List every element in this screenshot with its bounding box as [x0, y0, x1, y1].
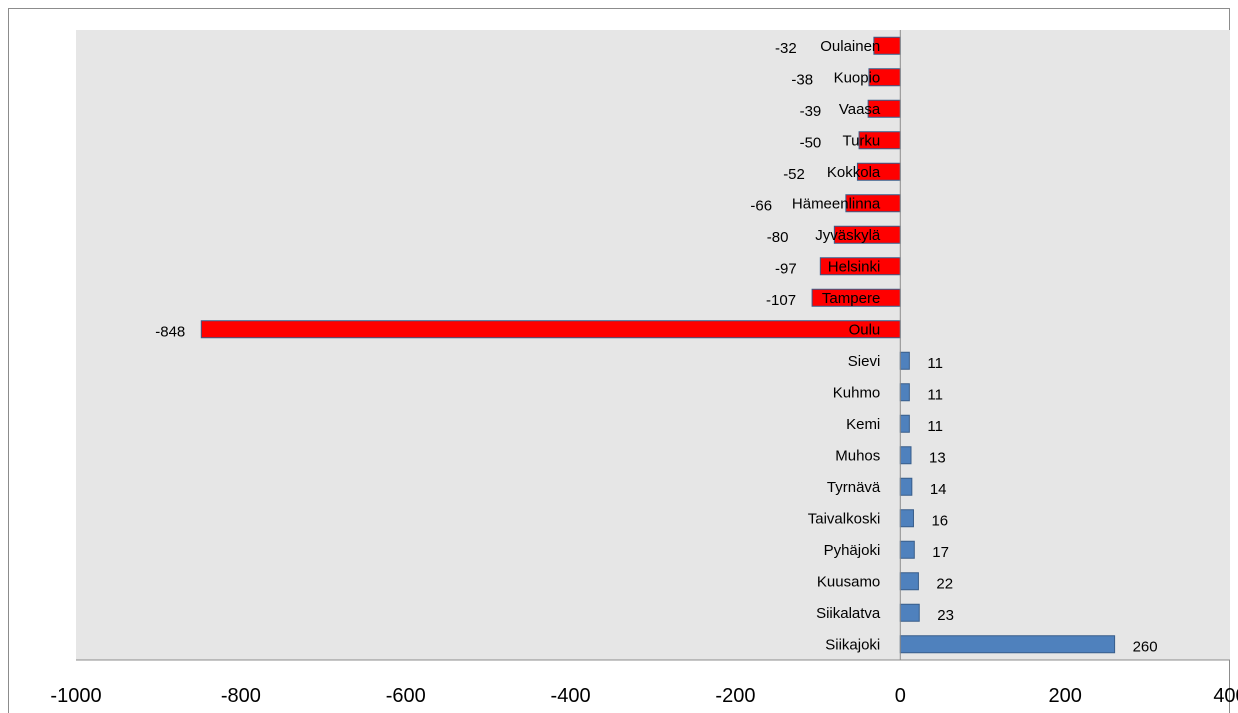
value-label: 11 — [927, 418, 943, 435]
bar-tyrnävä — [899, 477, 913, 496]
x-tick-label: -200 — [715, 685, 755, 707]
plot-area — [76, 30, 1230, 660]
category-label: Muhos — [835, 447, 880, 464]
category-label: Kemi — [846, 416, 880, 433]
bar-siikalatva — [899, 603, 920, 622]
value-label: -107 — [766, 292, 796, 309]
value-label: 22 — [936, 575, 953, 592]
category-label: Taivalkoski — [808, 510, 881, 527]
value-label: 13 — [929, 449, 946, 466]
value-label: -50 — [800, 134, 822, 151]
value-label: -66 — [750, 197, 772, 214]
bar-kuhmo — [899, 383, 910, 402]
value-label: -80 — [767, 229, 789, 246]
bar-taivalkoski — [899, 509, 914, 528]
category-label: Kokkola — [827, 164, 881, 181]
value-label: 11 — [927, 386, 943, 403]
bar-siikajoki — [899, 635, 1116, 654]
value-label: -52 — [783, 166, 805, 183]
bar-muhos — [899, 446, 912, 465]
bar-oulu — [200, 320, 901, 339]
value-labels: -32 -38 -39 -50 -52 -66 -80 -97 -107 -848 11 11 11 13… — [155, 40, 1157, 656]
x-tick-label: 400 — [1213, 685, 1238, 707]
category-label: Oulainen — [820, 38, 880, 55]
bar-pyhäjoki — [899, 540, 915, 559]
category-label: Siikajoki — [825, 636, 880, 653]
x-tick-label: -600 — [386, 685, 426, 707]
x-tick-label: -800 — [221, 685, 261, 707]
bar-kuusamo — [899, 572, 919, 591]
value-label: -32 — [775, 40, 797, 57]
bar-kemi — [899, 414, 910, 433]
category-label: Jyväskylä — [815, 227, 881, 244]
category-label: Kuusamo — [817, 573, 880, 590]
category-label: Sievi — [848, 353, 881, 370]
category-label: Oulu — [849, 321, 881, 338]
value-label: 17 — [932, 544, 949, 561]
bar-sievi — [899, 351, 910, 370]
x-tick-labels: -1000 -800 -600 -400 -200 0 200 400 — [50, 685, 1238, 707]
x-tick-label: 0 — [895, 685, 906, 707]
category-label: Hämeenlinna — [792, 195, 881, 212]
category-label: Tyrnävä — [827, 479, 881, 496]
bars-group — [200, 36, 1116, 654]
category-labels: Oulainen Kuopio Vaasa Turku Kokkola Hämeenlin… — [792, 38, 881, 654]
x-tick-label: -1000 — [50, 685, 101, 707]
value-label: 14 — [930, 481, 947, 498]
value-label: 11 — [927, 355, 943, 372]
value-label: -38 — [791, 71, 813, 88]
category-label: Turku — [842, 132, 880, 149]
category-label: Vaasa — [839, 101, 881, 118]
category-label: Pyhäjoki — [824, 542, 881, 559]
value-label: -39 — [800, 103, 822, 120]
value-label: -97 — [775, 260, 797, 277]
category-label: Kuopio — [834, 69, 881, 86]
value-label: -848 — [155, 323, 185, 340]
value-label: 23 — [937, 607, 954, 624]
category-label: Siikalatva — [816, 605, 881, 622]
value-label: 16 — [931, 512, 948, 529]
x-tick-label: 200 — [1048, 685, 1081, 707]
category-label: Kuhmo — [833, 384, 881, 401]
value-label: 260 — [1133, 638, 1158, 655]
category-label: Tampere — [822, 290, 880, 307]
x-tick-label: -400 — [551, 685, 591, 707]
category-label: Helsinki — [828, 258, 881, 275]
